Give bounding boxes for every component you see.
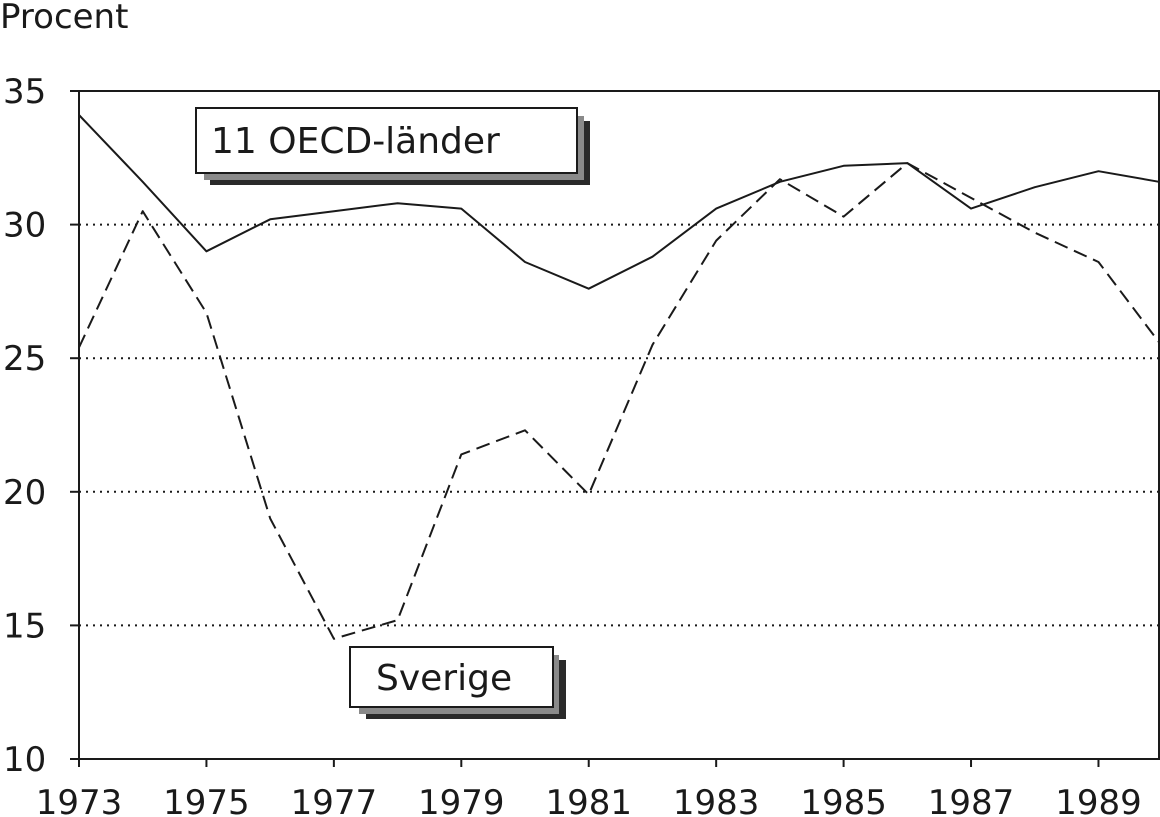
label-sverige-text: Sverige bbox=[376, 658, 512, 699]
x-axis: 1973 1975 1977 1979 1981 1983 1985 1987 1989 bbox=[36, 759, 1142, 817]
y-tick-label: 35 bbox=[3, 72, 46, 112]
y-tick-label: 10 bbox=[3, 740, 46, 780]
label-sverige: Sverige bbox=[349, 646, 566, 719]
x-tick-label: 1979 bbox=[418, 783, 505, 817]
y-axis-title: Procent bbox=[0, 0, 128, 37]
label-oecd-text: 11 OECD-länder bbox=[211, 121, 500, 162]
x-tick-label: 1985 bbox=[800, 783, 887, 817]
series-lines bbox=[78, 114, 1160, 640]
series-line-sverige bbox=[78, 162, 1160, 640]
y-tick-label: 20 bbox=[3, 473, 46, 513]
x-tick-label: 1983 bbox=[673, 783, 760, 817]
label-oecd: 11 OECD-länder bbox=[195, 107, 590, 185]
plot-frame bbox=[78, 90, 1160, 760]
gridlines bbox=[79, 223, 1159, 627]
x-tick-label: 1987 bbox=[928, 783, 1015, 817]
x-tick-label: 1977 bbox=[291, 783, 378, 817]
x-tick-label: 1973 bbox=[36, 783, 123, 817]
y-tick-label: 25 bbox=[3, 339, 46, 379]
y-tick-label: 15 bbox=[3, 606, 46, 646]
y-tick-label: 30 bbox=[3, 206, 46, 246]
x-tick-label: 1989 bbox=[1055, 783, 1142, 817]
x-tick-label: 1975 bbox=[163, 783, 250, 817]
x-tick-label: 1981 bbox=[545, 783, 632, 817]
y-axis: 10 15 20 25 30 35 bbox=[3, 72, 79, 780]
series-line-oecd bbox=[78, 114, 1160, 290]
